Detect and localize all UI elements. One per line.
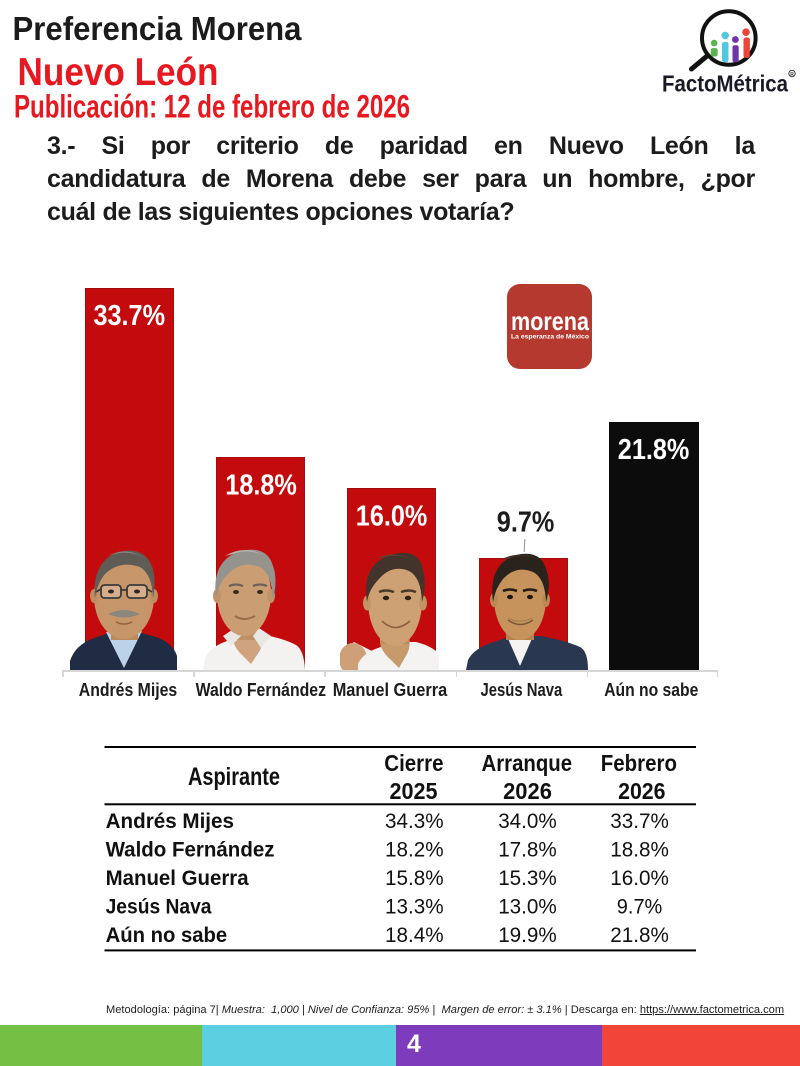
- svg-text:21.8%: 21.8%: [610, 924, 669, 947]
- svg-text:34.3%: 34.3%: [385, 810, 444, 833]
- svg-text:Preferencia Morena: Preferencia Morena: [13, 10, 303, 47]
- svg-text:9.7%: 9.7%: [617, 895, 663, 918]
- svg-text:R: R: [790, 72, 794, 78]
- svg-text:16.0%: 16.0%: [356, 501, 428, 533]
- svg-text:Febrero: Febrero: [601, 750, 677, 776]
- svg-text:18.8%: 18.8%: [225, 470, 297, 502]
- svg-text:Cierre: Cierre: [384, 750, 443, 776]
- svg-text:Andrés Mijes: Andrés Mijes: [106, 810, 234, 833]
- svg-text:Waldo Fernández: Waldo Fernández: [106, 839, 275, 862]
- svg-text:9.7%: 9.7%: [497, 507, 555, 539]
- svg-text:Nuevo León: Nuevo León: [18, 51, 219, 94]
- svg-text:18.8%: 18.8%: [610, 838, 669, 861]
- svg-text:Jesús Nava: Jesús Nava: [481, 679, 563, 700]
- svg-text:17.8%: 17.8%: [498, 838, 557, 861]
- svg-text:Manuel Guerra: Manuel Guerra: [333, 679, 448, 700]
- svg-text:21.8%: 21.8%: [618, 434, 690, 466]
- svg-text:16.0%: 16.0%: [610, 867, 669, 890]
- svg-text:18.4%: 18.4%: [385, 924, 444, 947]
- svg-text:13.0%: 13.0%: [498, 895, 557, 918]
- svg-text:morena: morena: [511, 306, 589, 336]
- svg-text:34.0%: 34.0%: [498, 810, 557, 833]
- svg-text:Manuel Guerra: Manuel Guerra: [106, 867, 249, 890]
- svg-text:2026: 2026: [618, 778, 665, 804]
- svg-text:Jesús Nava: Jesús Nava: [106, 896, 212, 919]
- svg-text:Andrés Mijes: Andrés Mijes: [79, 679, 177, 700]
- svg-text:Publicación: 12 de febrero de: Publicación: 12 de febrero de 2026: [14, 89, 410, 125]
- svg-text:33.7%: 33.7%: [610, 810, 669, 833]
- svg-text:15.3%: 15.3%: [498, 867, 557, 890]
- svg-text:18.2%: 18.2%: [385, 838, 444, 861]
- svg-text:Arranque: Arranque: [482, 750, 573, 776]
- svg-text:Waldo Fernández: Waldo Fernández: [196, 679, 326, 700]
- svg-text:La esperanza de México: La esperanza de México: [511, 334, 589, 341]
- svg-text:Aún no sabe: Aún no sabe: [106, 924, 228, 947]
- svg-text:33.7%: 33.7%: [94, 300, 166, 332]
- svg-text:Aún no sabe: Aún no sabe: [604, 679, 698, 700]
- svg-text:2026: 2026: [503, 778, 552, 804]
- svg-text:19.9%: 19.9%: [498, 924, 557, 947]
- svg-text:Aspirante: Aspirante: [188, 763, 280, 791]
- svg-text:FactoMétrica: FactoMétrica: [662, 71, 788, 97]
- svg-text:2025: 2025: [390, 778, 438, 804]
- svg-text:15.8%: 15.8%: [385, 867, 444, 890]
- svg-text:13.3%: 13.3%: [385, 895, 444, 918]
